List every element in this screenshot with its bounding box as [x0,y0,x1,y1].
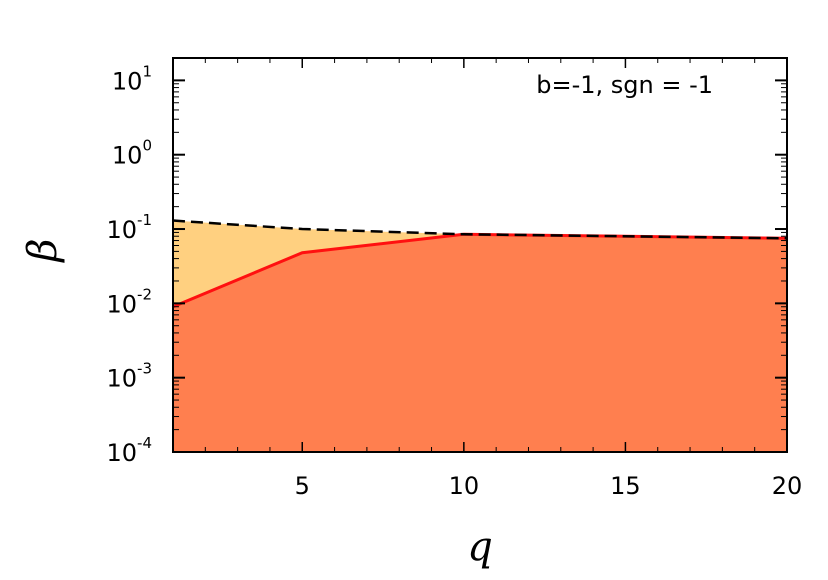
y-tick-label: 10-3 [106,360,152,393]
x-tick-label: 15 [610,472,641,500]
y-tick-base: 10 [106,290,137,318]
y-axis-label: β [20,238,66,263]
y-tick-label: 10-4 [106,434,152,467]
y-tick-base: 10 [112,67,143,95]
x-axis-label: q [467,524,493,570]
y-tick-label: 101 [112,62,152,95]
y-tick-exponent: 1 [142,62,152,80]
series-2-fill [173,234,787,452]
fill-regions [173,220,787,452]
series-lines [173,219,787,309]
y-tick-base: 10 [106,365,137,393]
y-tick-base: 10 [112,142,143,170]
y-tick-exponent: -3 [137,360,152,378]
x-tick-label: 20 [772,472,803,500]
y-tick-exponent: 0 [142,137,152,155]
y-tick-label: 10-2 [106,285,152,318]
y-tick-base: 10 [106,216,137,244]
y-tick-base: 10 [106,439,137,467]
y-tick-label: 10-1 [106,211,152,244]
x-tick-label: 10 [449,472,480,500]
series-1-line [173,219,787,240]
plot-frame [172,57,788,453]
y-tick-exponent: -4 [137,434,152,452]
x-tick-label: 5 [295,472,310,500]
chart-annotation: b=-1, sgn = -1 [536,71,713,99]
x-tick-labels: 5 10 15 20 [295,472,803,500]
y-tick-exponent: -1 [137,211,152,229]
y-tick-exponent: -2 [137,285,152,303]
y-tick-label: 100 [112,137,152,170]
